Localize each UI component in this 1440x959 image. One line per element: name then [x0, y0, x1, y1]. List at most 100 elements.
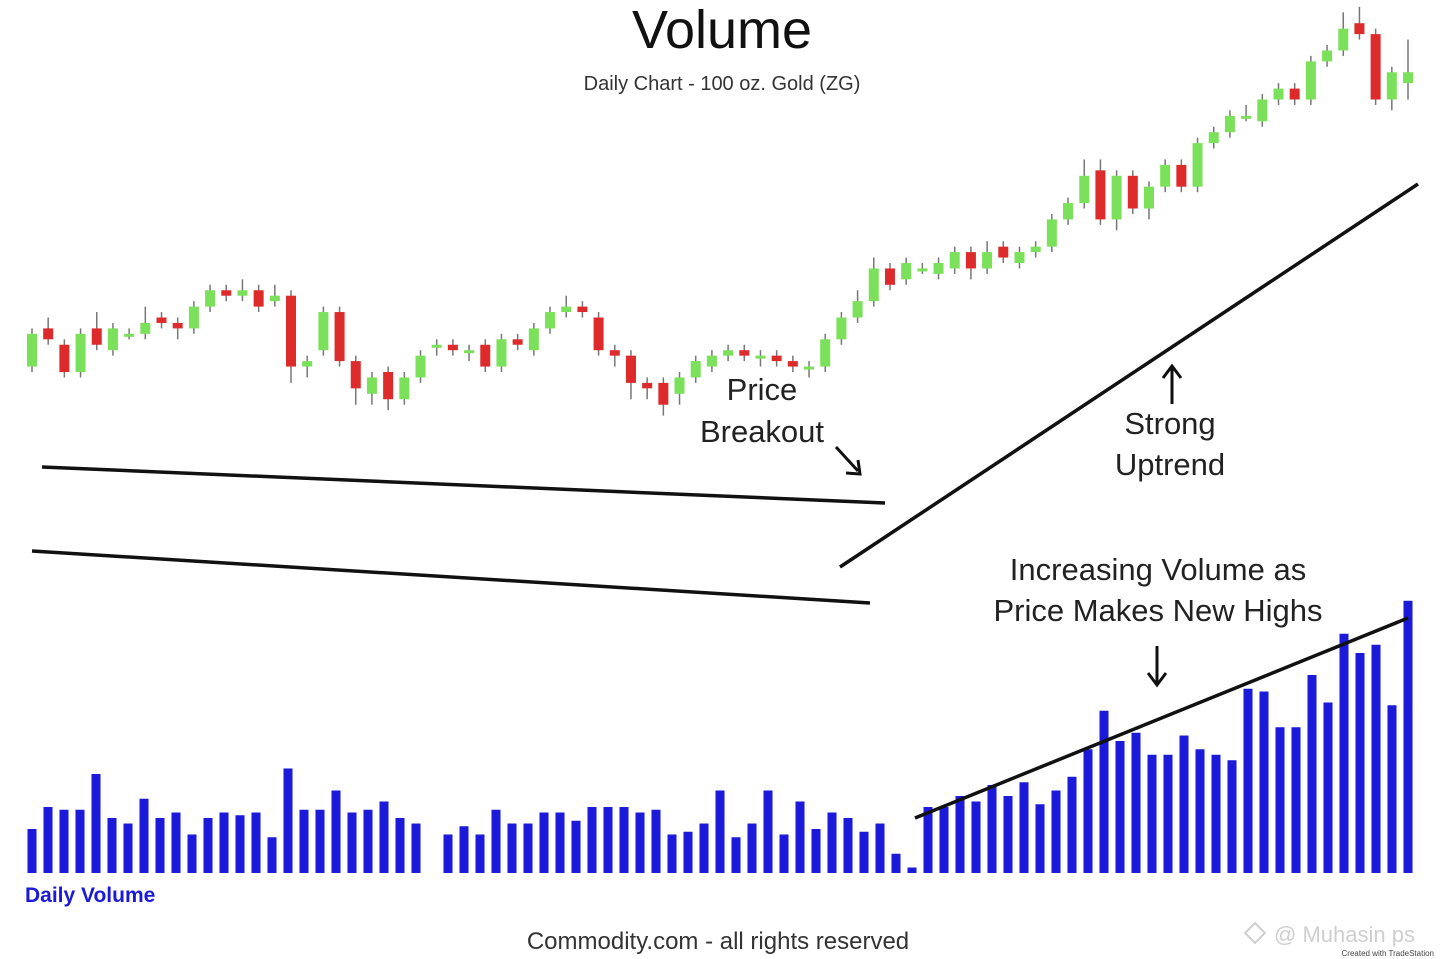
- candle: [1127, 170, 1138, 214]
- candle: [965, 246, 976, 280]
- candle: [642, 377, 653, 400]
- candle: [1095, 159, 1106, 225]
- candle: [1386, 66, 1397, 111]
- volume-bar: [139, 798, 149, 873]
- candle: [949, 246, 960, 274]
- candle: [188, 301, 199, 334]
- volume-bar: [299, 809, 309, 873]
- price-panel: [27, 6, 1413, 416]
- candle: [723, 344, 734, 362]
- volume-bar: [283, 768, 293, 873]
- candle: [496, 333, 507, 372]
- volume-bar: [107, 818, 117, 873]
- candle: [1370, 28, 1381, 105]
- candle: [1403, 39, 1413, 100]
- volume-bar: [1275, 727, 1285, 873]
- candle: [512, 333, 523, 351]
- candle: [836, 312, 847, 345]
- volume-bar: [1179, 735, 1189, 873]
- volume-bar: [235, 815, 245, 873]
- volume-bar: [187, 834, 197, 873]
- candle: [480, 339, 491, 372]
- volume-bar: [379, 801, 389, 873]
- candle: [1030, 241, 1041, 258]
- volume-bar: [1131, 732, 1141, 873]
- volume-bar: [955, 796, 965, 873]
- volume-bar: [43, 807, 53, 873]
- candle: [334, 306, 345, 367]
- candle: [998, 241, 1009, 263]
- volume-bar: [875, 823, 885, 873]
- candle: [59, 339, 70, 378]
- volume-bar: [171, 812, 181, 873]
- volume-bar: [1163, 754, 1173, 873]
- annotation-breakout-line2: Breakout: [700, 414, 824, 449]
- channel-upper-trendline: [41, 465, 886, 505]
- volume-bar: [331, 790, 341, 873]
- candle: [917, 263, 928, 274]
- volume-bar: [587, 807, 597, 873]
- volume-trendline: [914, 616, 1409, 820]
- annotation-price-line1: Price: [727, 372, 798, 407]
- volume-bar: [523, 823, 533, 873]
- candle: [1338, 12, 1349, 56]
- candle: [237, 279, 248, 302]
- candle: [464, 344, 475, 362]
- volume-bar: [1147, 754, 1157, 873]
- volume-bar: [971, 801, 981, 873]
- volume-bar: [411, 823, 421, 873]
- volume-bar: [987, 785, 997, 873]
- candle: [1111, 170, 1122, 231]
- volume-bar: [443, 834, 453, 873]
- candle: [1046, 213, 1057, 253]
- volume-bar: [203, 818, 213, 873]
- volume-bar: [619, 807, 629, 873]
- candle: [1305, 55, 1316, 105]
- volume-bar: [155, 818, 165, 873]
- volume-bar: [267, 837, 277, 873]
- candle: [1192, 137, 1203, 193]
- annotation-strong-line1: Strong: [1124, 406, 1215, 441]
- volume-bar: [1243, 688, 1253, 873]
- volume-bar: [1019, 782, 1029, 873]
- candle: [1289, 83, 1300, 105]
- volume-bar: [683, 831, 693, 873]
- candle: [852, 290, 863, 323]
- candle: [593, 312, 604, 356]
- volume-bar: [795, 801, 805, 873]
- volume-bar: [1291, 727, 1301, 873]
- volume-bar: [347, 812, 357, 873]
- candle: [1079, 159, 1090, 209]
- volume-bar: [1195, 749, 1205, 873]
- chart-subtitle: Daily Chart - 100 oz. Gold (ZG): [584, 73, 861, 95]
- volume-bar: [779, 834, 789, 873]
- candle: [27, 328, 37, 372]
- volume-bar: [123, 823, 133, 873]
- candle: [804, 361, 815, 378]
- volume-bar: [827, 812, 837, 873]
- candle: [1273, 83, 1284, 105]
- uptrend-trendline: [839, 182, 1419, 569]
- volume-bar: [1211, 754, 1221, 873]
- volume-bar: [1227, 760, 1237, 873]
- volume-bar: [1051, 790, 1061, 873]
- volume-bar: [491, 809, 501, 873]
- volume-bar: [571, 820, 581, 873]
- candle: [253, 284, 264, 313]
- candle: [545, 306, 556, 334]
- uptrend-arrow-icon: [1161, 363, 1183, 404]
- volume-bar: [1371, 644, 1381, 873]
- volume-bar: [27, 829, 37, 873]
- candle: [107, 322, 118, 356]
- annotation-uptrend-line2: Uptrend: [1115, 447, 1225, 482]
- volume-bar: [91, 774, 101, 873]
- candle: [787, 355, 798, 372]
- candle: [901, 257, 912, 285]
- candle: [269, 284, 280, 307]
- volume-bar: [59, 809, 69, 873]
- volume-bar: [1003, 796, 1013, 873]
- watermark-logo-icon: [1243, 921, 1267, 945]
- candle: [350, 355, 361, 405]
- volume-bar: [1067, 776, 1077, 873]
